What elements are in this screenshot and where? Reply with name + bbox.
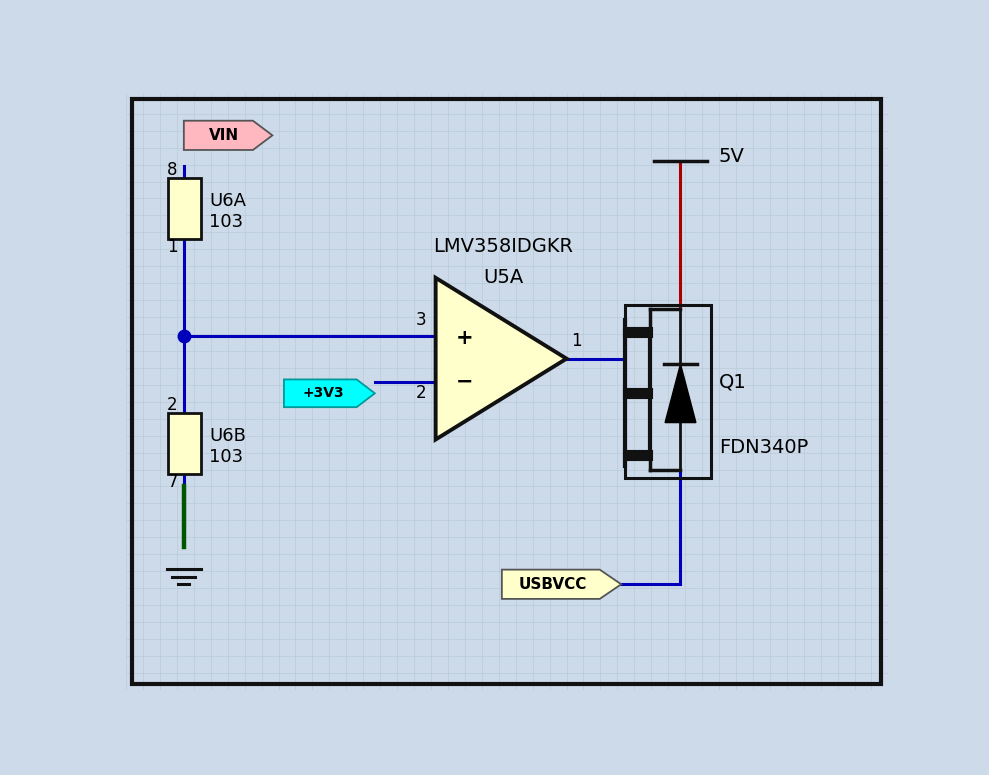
Text: 2: 2 xyxy=(167,396,178,414)
Polygon shape xyxy=(435,277,567,439)
FancyBboxPatch shape xyxy=(168,177,201,239)
Text: 8: 8 xyxy=(167,161,178,179)
Text: U5A: U5A xyxy=(484,268,523,288)
Text: LMV358IDGKR: LMV358IDGKR xyxy=(433,237,574,257)
Text: Q1: Q1 xyxy=(719,372,747,391)
Polygon shape xyxy=(665,364,696,422)
Text: FDN340P: FDN340P xyxy=(719,438,808,456)
Text: 5V: 5V xyxy=(719,147,745,167)
Text: U6A: U6A xyxy=(210,191,246,210)
Text: −: − xyxy=(456,372,474,391)
Bar xyxy=(625,305,711,478)
Text: USBVCC: USBVCC xyxy=(519,577,587,592)
Text: +: + xyxy=(456,328,474,348)
Text: 3: 3 xyxy=(415,311,426,329)
Polygon shape xyxy=(284,380,375,407)
Text: 103: 103 xyxy=(210,448,243,467)
Text: 2: 2 xyxy=(415,384,426,402)
Text: U6B: U6B xyxy=(210,427,246,445)
Text: 103: 103 xyxy=(210,213,243,232)
Text: 1: 1 xyxy=(572,332,582,350)
Polygon shape xyxy=(184,121,272,150)
Text: 7: 7 xyxy=(167,473,178,491)
FancyBboxPatch shape xyxy=(168,412,201,474)
Text: +3V3: +3V3 xyxy=(303,386,344,401)
Polygon shape xyxy=(501,570,621,599)
Text: VIN: VIN xyxy=(209,128,238,143)
Text: 1: 1 xyxy=(167,238,178,256)
